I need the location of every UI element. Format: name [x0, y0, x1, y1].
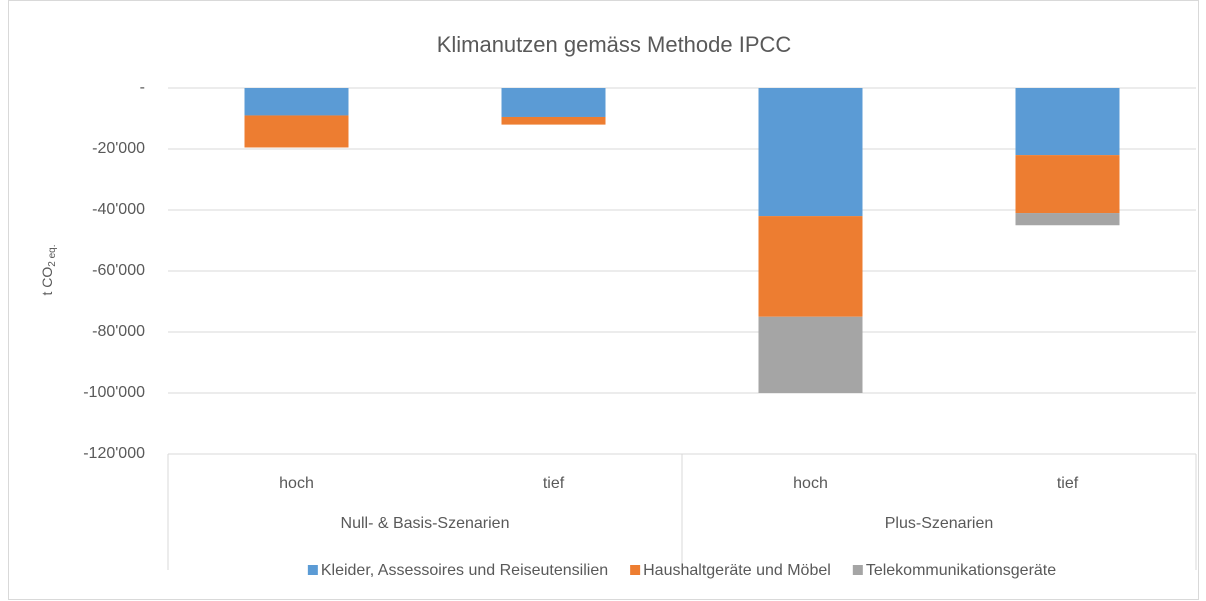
legend-label: Haushaltgeräte und Möbel [643, 562, 831, 579]
legend-swatch [630, 565, 641, 575]
bar-segment [244, 88, 349, 116]
legend-label: Kleider, Assessoires und Reiseutensilien [321, 562, 608, 579]
bar-segment [1015, 155, 1120, 214]
y-tick-label: - [140, 79, 145, 96]
y-tick-label: -120'000 [83, 445, 145, 462]
chart-title: Klimanutzen gemäss Methode IPCC [437, 32, 792, 57]
y-tick-label: -100'000 [83, 384, 145, 401]
x-tick-label: tief [543, 475, 565, 492]
y-tick-label: -20'000 [92, 140, 145, 157]
bar-segment [1015, 213, 1120, 226]
group-label: Plus-Szenarien [885, 515, 994, 532]
group-label: Null- & Basis-Szenarien [341, 515, 510, 532]
y-tick-label: -60'000 [92, 262, 145, 279]
bar-segment [758, 216, 863, 317]
bar-segment [758, 88, 863, 217]
bar-segment [501, 116, 606, 125]
y-tick-label: -80'000 [92, 323, 145, 340]
x-tick-label: hoch [793, 475, 828, 492]
x-tick-label: tief [1057, 475, 1079, 492]
y-axis-label-text: t CO [39, 267, 55, 296]
y-axis-label: t CO2 eq. [39, 244, 58, 295]
x-tick-label: hoch [279, 475, 314, 492]
legend-swatch [307, 565, 318, 575]
bar-segment [244, 115, 349, 148]
bar-segment [1015, 88, 1120, 156]
bar-segment [501, 88, 606, 117]
legend-label: Telekommunikationsgeräte [866, 562, 1056, 579]
bar-segment [758, 316, 863, 393]
y-axis-label-subscript: 2 eq. [47, 244, 58, 266]
legend-swatch [852, 565, 863, 575]
y-tick-label: -40'000 [92, 201, 145, 218]
